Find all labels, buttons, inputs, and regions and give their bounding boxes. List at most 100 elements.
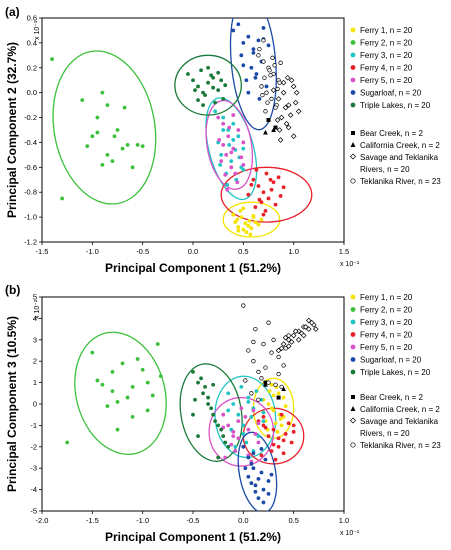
data-point <box>285 102 292 108</box>
y-tick-label: 0 <box>33 400 37 409</box>
data-point <box>244 440 249 445</box>
legend-entry: Ferry 4, n = 20 <box>360 331 413 340</box>
data-point <box>100 162 105 167</box>
y-tick-label: -0.4 <box>24 138 37 147</box>
data-point <box>211 412 216 417</box>
data-point <box>261 487 266 492</box>
x-tick-label: -1.5 <box>36 247 49 256</box>
y-tick-label: -1.0 <box>24 213 37 222</box>
data-point <box>249 65 254 70</box>
y-tick-label: -3 <box>30 464 37 473</box>
data-point <box>259 470 264 475</box>
data-point <box>267 68 272 73</box>
data-point <box>293 89 300 96</box>
data-point <box>271 337 276 342</box>
data-point <box>120 361 125 366</box>
data-point <box>236 436 241 441</box>
data-point <box>219 427 224 432</box>
data-point <box>280 79 287 86</box>
data-point <box>229 150 234 155</box>
data-point <box>254 389 259 394</box>
data-point <box>276 436 281 441</box>
data-point <box>216 70 221 75</box>
data-point <box>278 417 283 421</box>
data-point <box>243 378 248 383</box>
data-point <box>256 477 261 481</box>
data-point <box>251 408 256 413</box>
data-point <box>261 419 266 424</box>
legend-marker <box>350 442 356 448</box>
data-point <box>112 134 117 139</box>
panel-0: (a) -1.5 -1.0 -0.5 0.0 0.5 1.0 1.5 -1.2 -1.0 -0.8 -… <box>5 5 441 275</box>
data-point <box>273 457 278 462</box>
data-point <box>217 138 222 142</box>
data-point <box>231 429 236 434</box>
data-point <box>263 208 268 213</box>
data-point <box>231 113 236 117</box>
data-point <box>281 438 286 443</box>
data-point <box>269 449 274 453</box>
data-point <box>241 206 246 211</box>
data-point <box>273 421 278 426</box>
data-point <box>251 451 256 456</box>
data-point <box>275 86 280 92</box>
x-tick-label: 1.0 <box>288 247 298 256</box>
x-tick-label: 0.5 <box>238 247 248 256</box>
data-point <box>135 357 140 361</box>
data-point <box>243 414 248 419</box>
data-point <box>281 363 286 368</box>
data-point <box>273 382 278 387</box>
data-point <box>280 341 287 347</box>
data-point <box>292 328 299 335</box>
data-point <box>269 350 274 355</box>
data-point <box>110 389 115 394</box>
data-point <box>241 227 246 232</box>
data-point <box>256 421 261 426</box>
data-point <box>270 87 277 93</box>
legend-entry: Ferry 5, n = 20 <box>360 76 413 85</box>
data-point <box>229 159 234 164</box>
data-point <box>254 72 259 76</box>
data-point <box>251 215 256 220</box>
data-point <box>308 319 315 326</box>
data-point <box>199 68 203 73</box>
legend-entry: Bear Creek, n = 2 <box>360 393 423 402</box>
data-point <box>246 192 251 197</box>
plot-area <box>50 18 313 238</box>
data-point <box>206 395 211 400</box>
data-point <box>130 384 135 389</box>
data-point <box>241 63 246 68</box>
y-exponent-label: x 10⁻² <box>34 299 41 319</box>
data-point <box>274 117 281 123</box>
legend-marker <box>350 319 356 325</box>
data-point <box>246 395 251 400</box>
data-point <box>261 190 266 195</box>
legend-entry: Ferry 5, n = 20 <box>360 343 413 352</box>
legend-marker <box>350 90 356 95</box>
data-point <box>115 399 120 404</box>
data-point <box>241 444 246 449</box>
data-point <box>276 354 281 360</box>
data-point <box>271 180 276 185</box>
data-point <box>286 421 291 426</box>
legend-marker <box>350 178 356 184</box>
data-point <box>130 165 135 170</box>
data-point <box>158 374 163 379</box>
data-point <box>261 59 266 64</box>
data-point <box>223 83 228 88</box>
data-point <box>231 212 236 217</box>
data-point <box>239 406 244 411</box>
data-point <box>85 144 90 149</box>
data-point <box>241 167 246 172</box>
data-point <box>241 303 246 308</box>
legend-entry: Sugarloaf, n = 20 <box>360 356 422 365</box>
data-point <box>269 187 274 192</box>
data-point <box>196 380 200 385</box>
data-point <box>218 162 223 167</box>
data-point <box>256 222 261 227</box>
legend-marker <box>350 27 356 33</box>
data-point <box>259 397 264 402</box>
data-point <box>263 457 268 462</box>
data-point <box>244 230 249 234</box>
data-point <box>263 382 268 387</box>
